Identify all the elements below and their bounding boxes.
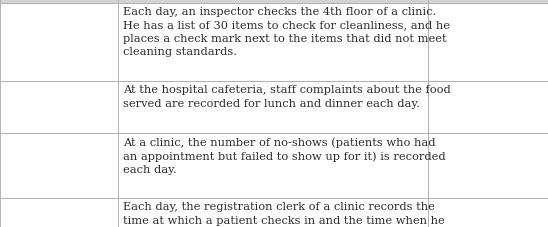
- Text: Each day, an inspector checks the 4th floor of a clinic.
He has a list of 30 ite: Each day, an inspector checks the 4th fl…: [123, 7, 450, 57]
- Bar: [118, 198, 428, 227]
- Bar: [428, 3, 548, 81]
- Bar: [118, 0, 428, 3]
- Bar: [428, 198, 548, 227]
- Bar: [118, 3, 428, 81]
- Text: Each day, the registration clerk of a clinic records the
time at which a patient: Each day, the registration clerk of a cl…: [123, 202, 445, 225]
- Bar: [0, 3, 118, 81]
- Bar: [428, 0, 548, 3]
- Bar: [0, 198, 118, 227]
- Text: At a clinic, the number of no-shows (patients who had
an appointment but failed : At a clinic, the number of no-shows (pat…: [123, 137, 446, 175]
- Text: At the hospital cafeteria, staff complaints about the food
served are recorded f: At the hospital cafeteria, staff complai…: [123, 85, 451, 108]
- Bar: [428, 81, 548, 133]
- Bar: [428, 133, 548, 198]
- Bar: [0, 133, 118, 198]
- Bar: [118, 133, 428, 198]
- Bar: [0, 0, 118, 3]
- Bar: [118, 81, 428, 133]
- Bar: [0, 81, 118, 133]
